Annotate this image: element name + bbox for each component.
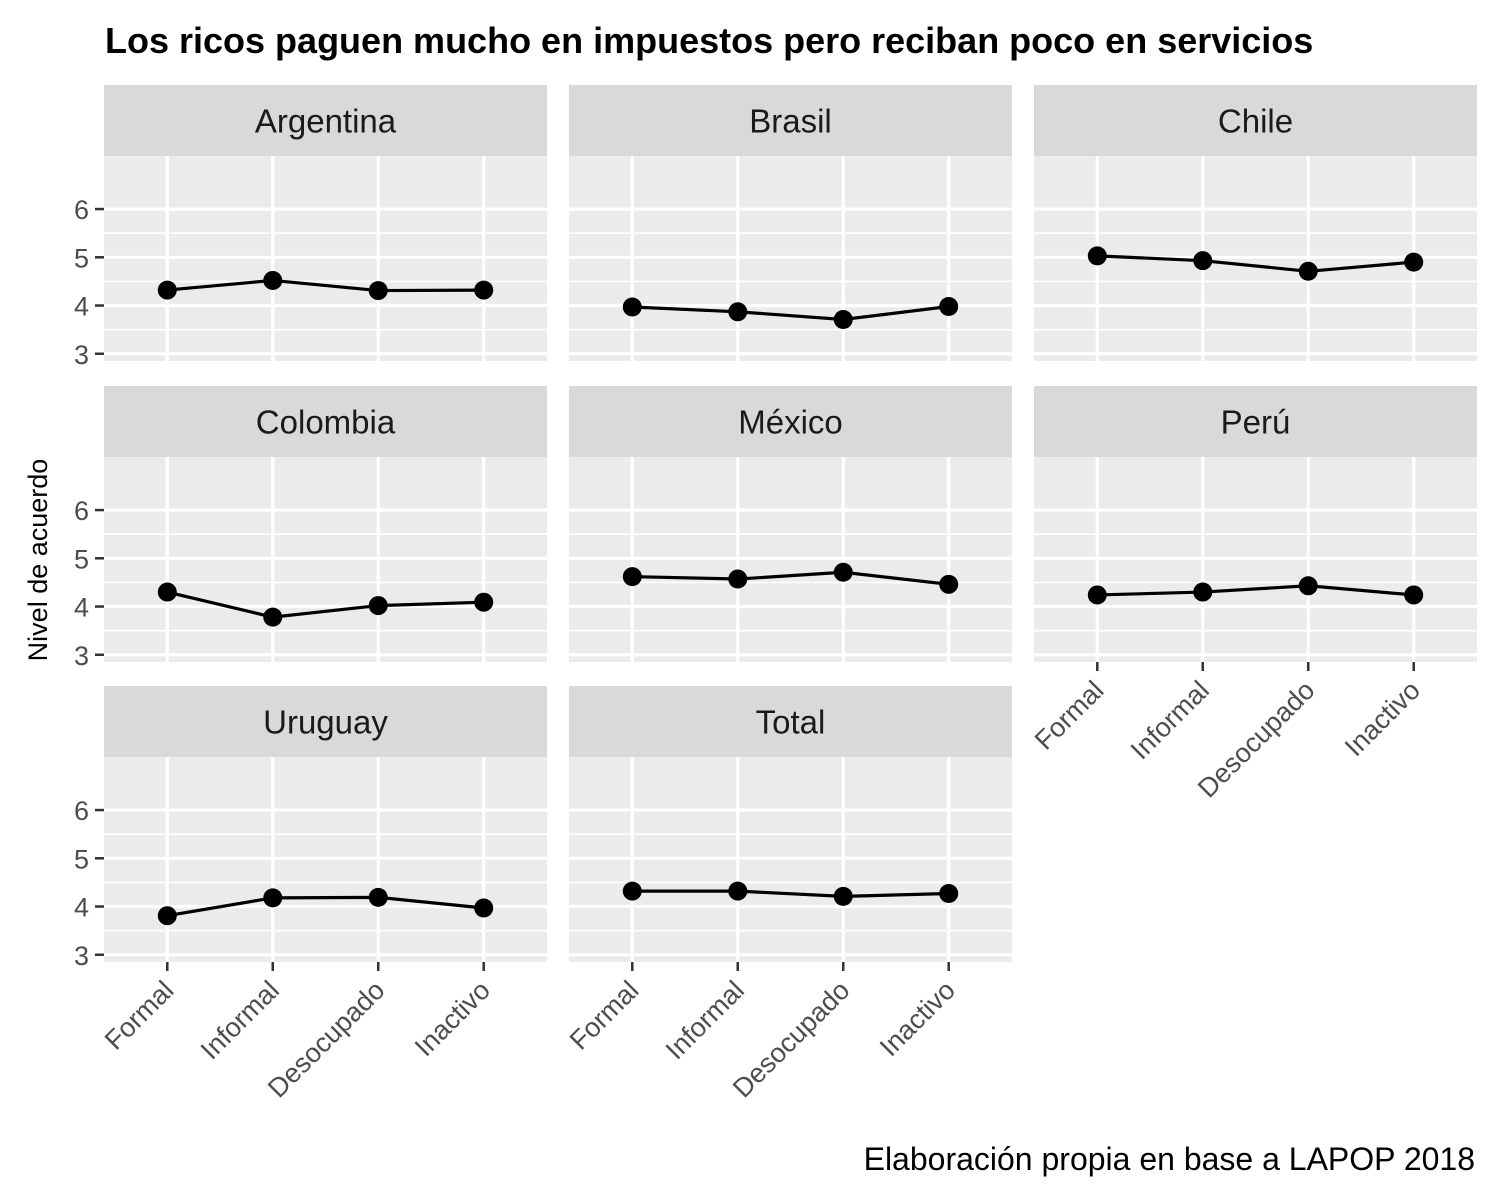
y-tick-label: 4 — [74, 593, 89, 623]
strip-argentina — [104, 85, 547, 156]
series-line-peru — [1097, 584, 1414, 597]
strip-label-total: Total — [756, 704, 826, 741]
point-colombia-formal — [157, 582, 177, 602]
y-tick-label: 6 — [74, 496, 89, 526]
panel-argentina: Argentina 3 4 5 6 — [74, 85, 547, 370]
strip-uruguay — [104, 686, 547, 757]
x-tick-label-informal: Informal — [1125, 675, 1215, 765]
x-tick-label-inactivo: Inactivo — [874, 975, 961, 1062]
strip-mexico — [569, 386, 1012, 457]
series-line-chile — [1097, 254, 1414, 273]
point-uruguay-desocupado — [368, 887, 388, 907]
x-tick-label-formal: Formal — [99, 975, 180, 1056]
series-line-argentina — [167, 278, 484, 293]
strip-label-colombia: Colombia — [256, 404, 396, 441]
x-tick-label-informal: Informal — [195, 975, 285, 1065]
series-line-mexico — [632, 570, 949, 586]
series-line-brasil — [632, 304, 949, 322]
series-line-total — [632, 889, 949, 899]
point-brasil-formal — [622, 297, 642, 317]
strip-chile — [1034, 85, 1477, 156]
strip-label-peru: Perú — [1221, 404, 1291, 441]
point-peru-informal — [1193, 582, 1213, 602]
point-mexico-desocupado — [833, 562, 853, 582]
y-tick-label: 5 — [74, 844, 89, 874]
point-chile-formal — [1087, 246, 1107, 266]
point-peru-inactivo — [1404, 585, 1424, 605]
x-tick-label-inactivo: Inactivo — [1339, 675, 1426, 762]
x-tick-label-formal: Formal — [564, 975, 645, 1056]
chart-caption: Elaboración propia en base a LAPOP 2018 — [864, 1141, 1475, 1177]
point-mexico-formal — [622, 567, 642, 587]
point-total-desocupado — [833, 886, 853, 906]
point-mexico-informal — [728, 569, 748, 589]
point-total-formal — [622, 881, 642, 901]
x-tick-label-formal: Formal — [1029, 675, 1110, 756]
series-line-uruguay — [167, 895, 484, 918]
strip-total — [569, 686, 1012, 757]
point-brasil-inactivo — [939, 296, 959, 316]
y-tick-label: 4 — [74, 893, 89, 923]
point-argentina-formal — [157, 280, 177, 300]
point-peru-desocupado — [1298, 576, 1318, 596]
point-chile-desocupado — [1298, 261, 1318, 281]
y-tick-label: 5 — [74, 243, 89, 273]
y-tick-label: 3 — [74, 340, 89, 370]
point-peru-formal — [1087, 585, 1107, 605]
strip-label-brasil: Brasil — [749, 103, 832, 140]
strip-peru — [1034, 386, 1477, 457]
series-line-colombia — [166, 590, 484, 619]
strip-label-mexico: México — [738, 404, 843, 441]
panel-colombia: Colombia 3 4 5 6 — [74, 386, 547, 671]
y-tick-label: 6 — [74, 796, 89, 826]
point-colombia-inactivo — [474, 592, 494, 612]
point-colombia-informal — [263, 607, 283, 627]
point-chile-informal — [1193, 251, 1213, 271]
y-tick-label: 3 — [74, 941, 89, 971]
point-uruguay-inactivo — [474, 898, 494, 918]
panel-mexico: México — [569, 386, 1012, 662]
y-tick-label: 3 — [74, 641, 89, 671]
strip-label-argentina: Argentina — [255, 103, 397, 140]
x-tick-label-inactivo: Inactivo — [409, 975, 496, 1062]
point-total-inactivo — [939, 884, 959, 904]
panel-chile: Chile — [1034, 85, 1477, 361]
point-argentina-desocupado — [368, 281, 388, 301]
y-tick-label: 4 — [74, 292, 89, 322]
strip-brasil — [569, 85, 1012, 156]
point-brasil-desocupado — [833, 310, 853, 330]
point-uruguay-informal — [263, 888, 283, 908]
point-brasil-informal — [728, 302, 748, 322]
x-tick-label-informal: Informal — [660, 975, 750, 1065]
point-argentina-inactivo — [474, 280, 494, 300]
strip-colombia — [104, 386, 547, 457]
panels-group: Argentina 3 4 5 6 Brasil Chile Colombia 3 4 5 6 Méxi… — [74, 85, 1477, 1103]
panel-brasil: Brasil — [569, 85, 1012, 361]
point-argentina-informal — [263, 270, 283, 290]
strip-label-chile: Chile — [1218, 103, 1293, 140]
y-tick-label: 6 — [74, 195, 89, 225]
point-colombia-desocupado — [368, 596, 388, 616]
y-tick-label: 5 — [74, 544, 89, 574]
strip-label-uruguay: Uruguay — [263, 704, 388, 741]
point-total-informal — [728, 881, 748, 901]
point-chile-inactivo — [1404, 252, 1424, 272]
point-mexico-inactivo — [939, 574, 959, 594]
chart-title: Los ricos paguen mucho en impuestos pero… — [105, 20, 1313, 61]
y-axis-label: Nivel de acuerdo — [23, 459, 53, 662]
point-uruguay-formal — [157, 906, 177, 926]
